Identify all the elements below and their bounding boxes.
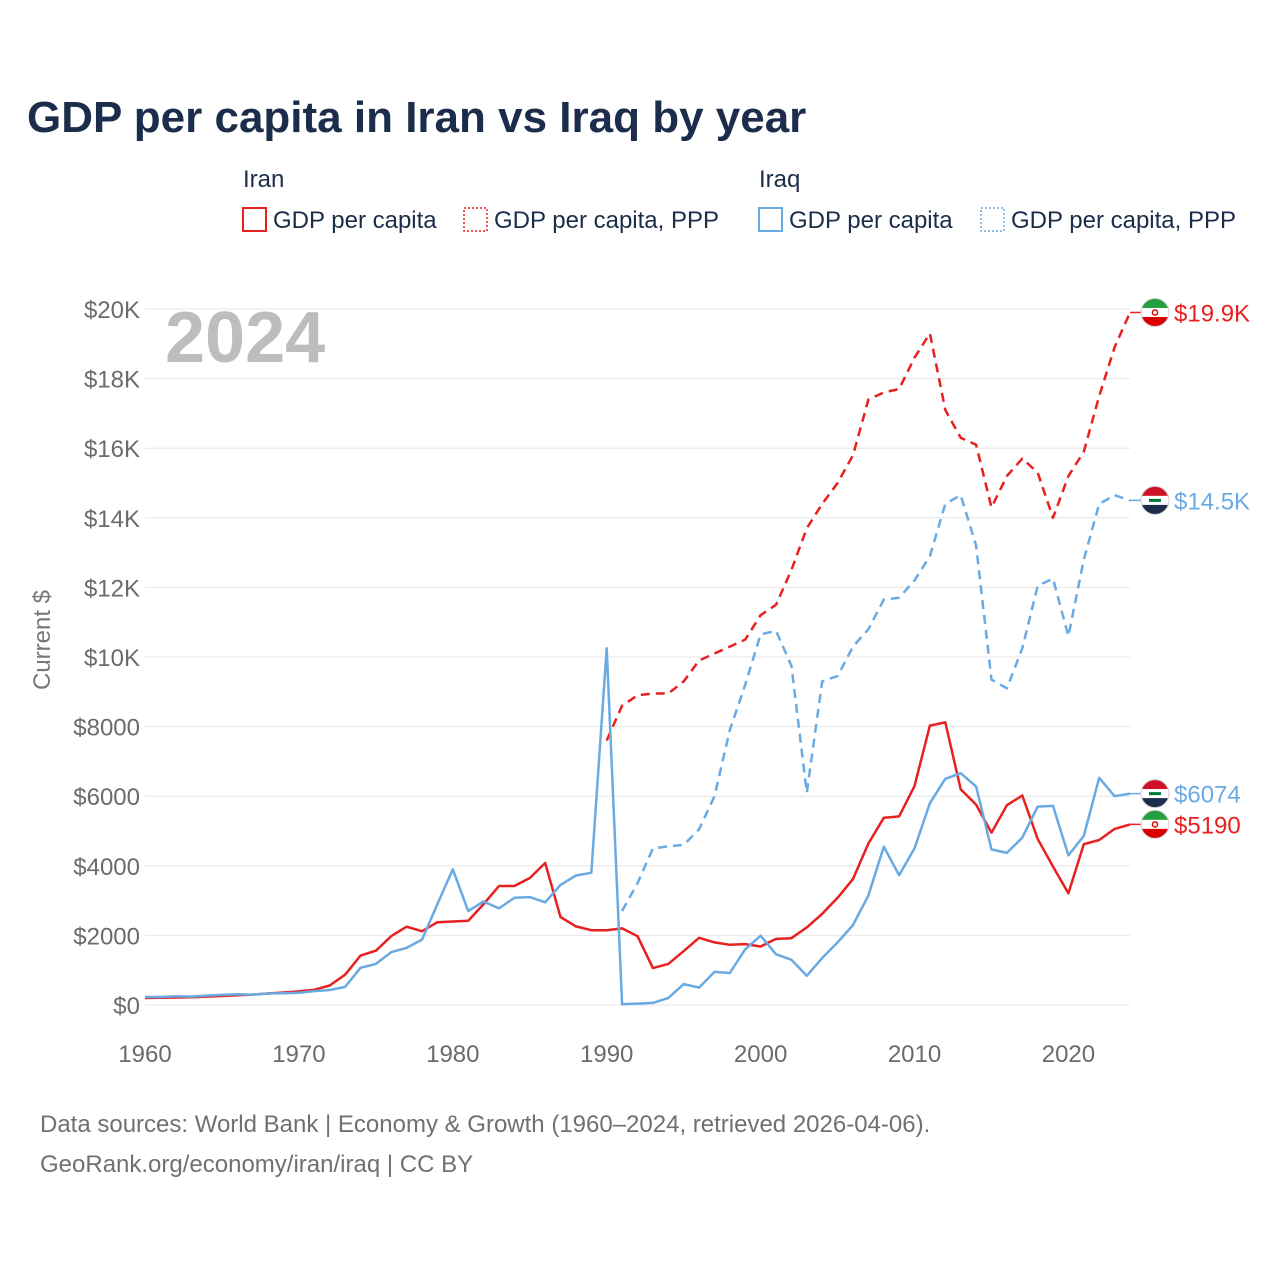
series-line-iraq-gdp-per-capita: [145, 647, 1131, 1006]
y-tick-label: $18K: [84, 367, 140, 394]
y-tick-label: $6000: [73, 784, 140, 811]
end-value-label-iran-gdp-per-capita: $5190: [1174, 812, 1241, 839]
legend-label-iran-ppp: GDP per capita, PPP: [494, 207, 719, 234]
legend-swatch-iraq-ppp: [980, 207, 1005, 232]
source-line-2: GeoRank.org/economy/iran/iraq | CC BY: [40, 1151, 473, 1178]
iraq-flag-icon: [1140, 779, 1170, 809]
x-tick-label: 1960: [118, 1041, 171, 1068]
legend-swatch-iran-gdp: [242, 207, 267, 232]
x-tick-label: 1970: [272, 1041, 325, 1068]
x-tick-label: 1990: [580, 1041, 633, 1068]
source-line-1: Data sources: World Bank | Economy & Gro…: [40, 1111, 930, 1138]
series-layer: [144, 311, 1132, 1006]
x-tick-label: 2020: [1042, 1041, 1095, 1068]
series-line-iran-gdp-per-capita: [144, 721, 1131, 1000]
iran-flag-icon: [1140, 297, 1170, 327]
legend-label-iraq-ppp: GDP per capita, PPP: [1011, 207, 1236, 234]
y-tick-label: $8000: [73, 715, 140, 742]
y-axis: $0 $2000 $4000 $6000 $8000 $10K $12K $14K $16K $1…: [73, 297, 140, 1020]
iran-flag-icon: [1140, 809, 1170, 839]
grid-layer: [145, 308, 1130, 1006]
y-tick-label: $2000: [73, 923, 140, 950]
y-tick-label: $20K: [84, 297, 140, 324]
legend-swatch-iran-ppp: [463, 207, 488, 232]
x-axis: 1960 1970 1980 1990 2000 2010 2020: [118, 1041, 1095, 1068]
series-line-iraq-gdp-per-capita-ppp: [621, 493, 1131, 912]
chart-title: GDP per capita in Iran vs Iraq by year: [27, 93, 806, 142]
y-axis-label: Current $: [29, 590, 56, 690]
y-tick-label: $12K: [84, 575, 140, 602]
legend-group-iran: Iran: [243, 166, 284, 193]
legend-label-iran-gdp: GDP per capita: [273, 207, 437, 234]
y-tick-label: $4000: [73, 854, 140, 881]
end-value-label-iran-gdp-per-capita-ppp: $19.9K: [1174, 300, 1250, 327]
end-value-label-iraq-gdp-per-capita-ppp: $14.5K: [1174, 488, 1250, 515]
x-tick-label: 1980: [426, 1041, 479, 1068]
y-tick-label: $10K: [84, 645, 140, 672]
end-value-label-iraq-gdp-per-capita: $6074: [1174, 782, 1241, 809]
y-tick-label: $16K: [84, 436, 140, 463]
legend-label-iraq-gdp: GDP per capita: [789, 207, 953, 234]
x-tick-label: 2000: [734, 1041, 787, 1068]
end-labels: $5190 $19.9K $6074 $14.5K: [1130, 297, 1250, 839]
year-watermark: 2024: [165, 298, 325, 378]
iraq-flag-icon: [1140, 485, 1170, 515]
legend: Iran Iraq GDP per capita GDP per capita,…: [242, 166, 1236, 234]
x-tick-label: 2010: [888, 1041, 941, 1068]
legend-group-iraq: Iraq: [759, 166, 800, 193]
y-tick-label: $0: [113, 993, 140, 1020]
y-tick-label: $14K: [84, 506, 140, 533]
legend-swatch-iraq-gdp: [758, 207, 783, 232]
series-line-iran-gdp-per-capita-ppp: [605, 311, 1132, 742]
